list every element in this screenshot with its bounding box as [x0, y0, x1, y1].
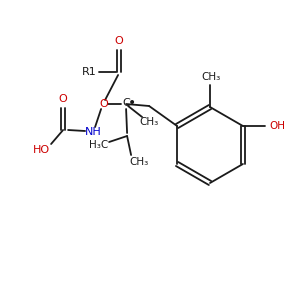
Text: •: •	[128, 96, 136, 110]
Text: HO: HO	[32, 145, 50, 155]
Text: CH₃: CH₃	[130, 157, 149, 167]
Text: R1: R1	[82, 67, 97, 77]
Text: OH: OH	[269, 121, 285, 131]
Text: CH₃: CH₃	[140, 117, 159, 127]
Text: O: O	[115, 36, 124, 46]
Text: H₃C: H₃C	[89, 140, 109, 150]
Text: NH: NH	[85, 127, 101, 137]
Text: CH₃: CH₃	[201, 72, 220, 82]
Text: O: O	[59, 94, 68, 104]
Text: C: C	[122, 98, 130, 108]
Text: O: O	[100, 99, 109, 109]
